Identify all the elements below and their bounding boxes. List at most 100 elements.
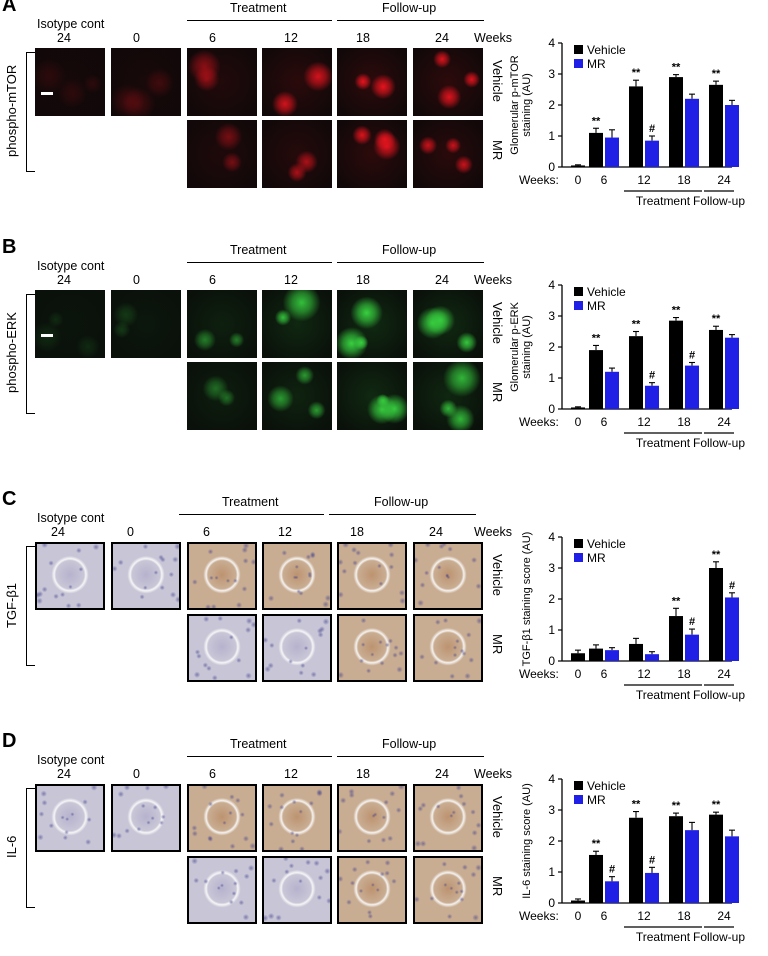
image-tile-mr-5 <box>413 120 483 188</box>
image-tile-vehicle-1 <box>111 48 181 116</box>
y-tick-label: 4 <box>548 530 555 544</box>
image-tile-vehicle-3 <box>262 48 332 116</box>
significance-mark: ** <box>632 67 641 79</box>
legend-swatch-mr <box>574 301 583 310</box>
bar-vehicle-24 <box>709 568 723 661</box>
significance-mark: ** <box>672 800 681 812</box>
image-tile-vehicle-4 <box>337 48 407 116</box>
weeks-label: Weeks <box>474 767 512 781</box>
image-tile-mr-5 <box>413 362 483 430</box>
followup-line <box>337 20 484 21</box>
x-tick-label: 18 <box>677 667 691 681</box>
significance-mark: ** <box>632 319 641 331</box>
image-tile-vehicle-4 <box>337 784 407 852</box>
weeks-label: Weeks <box>474 525 512 539</box>
image-tile-mr-2 <box>187 614 257 682</box>
x-tick-label: 24 <box>717 415 731 429</box>
bar-vehicle-0 <box>571 900 585 903</box>
stain-label: phospho-mTOR <box>4 64 19 158</box>
week-column-label: 18 <box>356 31 370 45</box>
followup-label: Follow-up <box>382 737 437 751</box>
image-tile-mr-4 <box>337 120 407 188</box>
row-label-mr: MR <box>490 634 505 655</box>
x-tick-label: 0 <box>575 909 582 923</box>
row-label-mr: MR <box>490 382 505 403</box>
treatment-line <box>187 20 332 21</box>
bar-vehicle-6 <box>589 648 603 661</box>
image-tile-vehicle-2 <box>187 290 257 358</box>
bar-vehicle-24 <box>709 814 723 903</box>
image-tile-vehicle-0 <box>35 784 105 852</box>
y-tick-label: 1 <box>548 371 555 385</box>
panel-b: B Isotype cont Treatment Follow-up 24 0 6 12 18 2… <box>0 236 768 462</box>
week-column-label: 6 <box>209 767 216 781</box>
week-column-label: 24 <box>51 525 65 539</box>
panel-letter: D <box>2 730 17 752</box>
bar-mr-18 <box>685 365 699 409</box>
weeks-axis-label: Weeks: <box>519 173 559 187</box>
x-tick-label: 24 <box>717 909 731 923</box>
bar-mr-12 <box>645 654 659 661</box>
significance-mark: # <box>609 864 615 876</box>
weeks-label: Weeks <box>474 31 512 45</box>
y-tick-label: 3 <box>548 67 555 81</box>
image-tile-mr-4 <box>337 856 407 924</box>
legend-label: Vehicle <box>587 285 626 299</box>
y-tick-label: 3 <box>548 561 555 575</box>
image-tile-vehicle-0 <box>35 48 105 116</box>
legend-swatch-vehicle <box>574 539 583 548</box>
row-label-mr: MR <box>490 876 505 897</box>
image-tile-mr-5 <box>413 856 483 924</box>
x-tick-label: 6 <box>601 415 608 429</box>
significance-mark: ** <box>712 313 721 325</box>
week-column-label: 18 <box>356 273 370 287</box>
group-label-followup: Follow-up <box>693 436 745 450</box>
significance-mark: ** <box>632 799 641 811</box>
bar-vehicle-12 <box>629 86 643 167</box>
week-column-label: 0 <box>133 767 140 781</box>
week-column-label: 6 <box>209 273 216 287</box>
image-tile-mr-3 <box>262 120 332 188</box>
scale-bar <box>41 334 53 337</box>
y-axis-label: IL-6 staining score (AU) <box>521 783 533 899</box>
week-column-label: 24 <box>57 767 71 781</box>
row-bracket <box>26 294 35 414</box>
bar-vehicle-24 <box>709 329 723 409</box>
week-column-label: 0 <box>133 31 140 45</box>
legend-swatch-vehicle <box>574 287 583 296</box>
x-tick-label: 0 <box>575 415 582 429</box>
treatment-line <box>187 262 332 263</box>
image-tile-vehicle-5 <box>413 48 483 116</box>
row-label-vehicle: Vehicle <box>490 554 505 596</box>
legend-label: Vehicle <box>587 779 626 793</box>
y-tick-label: 4 <box>548 772 555 786</box>
x-tick-label: 12 <box>637 909 651 923</box>
y-axis-label: Glomerular p-mTOR <box>509 55 521 154</box>
panel-letter: A <box>2 0 17 16</box>
image-tile-vehicle-5 <box>413 290 483 358</box>
scale-bar <box>41 92 53 95</box>
significance-mark: ** <box>592 115 601 127</box>
x-tick-label: 12 <box>637 173 651 187</box>
y-tick-label: 2 <box>548 98 555 112</box>
group-label-followup: Follow-up <box>693 194 745 208</box>
bar-mr-12 <box>645 385 659 409</box>
image-tile-vehicle-2 <box>187 542 257 610</box>
y-tick-label: 0 <box>548 160 555 174</box>
bar-vehicle-6 <box>589 350 603 409</box>
bar-mr-24 <box>725 597 739 661</box>
bar-vehicle-12 <box>629 336 643 409</box>
image-tile-mr-2 <box>187 362 257 430</box>
treatment-line <box>179 514 324 515</box>
stain-label: TGF-β1 <box>4 582 19 628</box>
bar-mr-24 <box>725 836 739 903</box>
y-tick-label: 0 <box>548 896 555 910</box>
legend-swatch-mr <box>574 59 583 68</box>
group-label-treatment: Treatment <box>636 194 691 208</box>
bar-vehicle-18 <box>669 320 683 409</box>
week-column-label: 6 <box>209 31 216 45</box>
weeks-axis-label: Weeks: <box>519 415 559 429</box>
x-tick-label: 24 <box>717 667 731 681</box>
x-tick-label: 18 <box>677 173 691 187</box>
